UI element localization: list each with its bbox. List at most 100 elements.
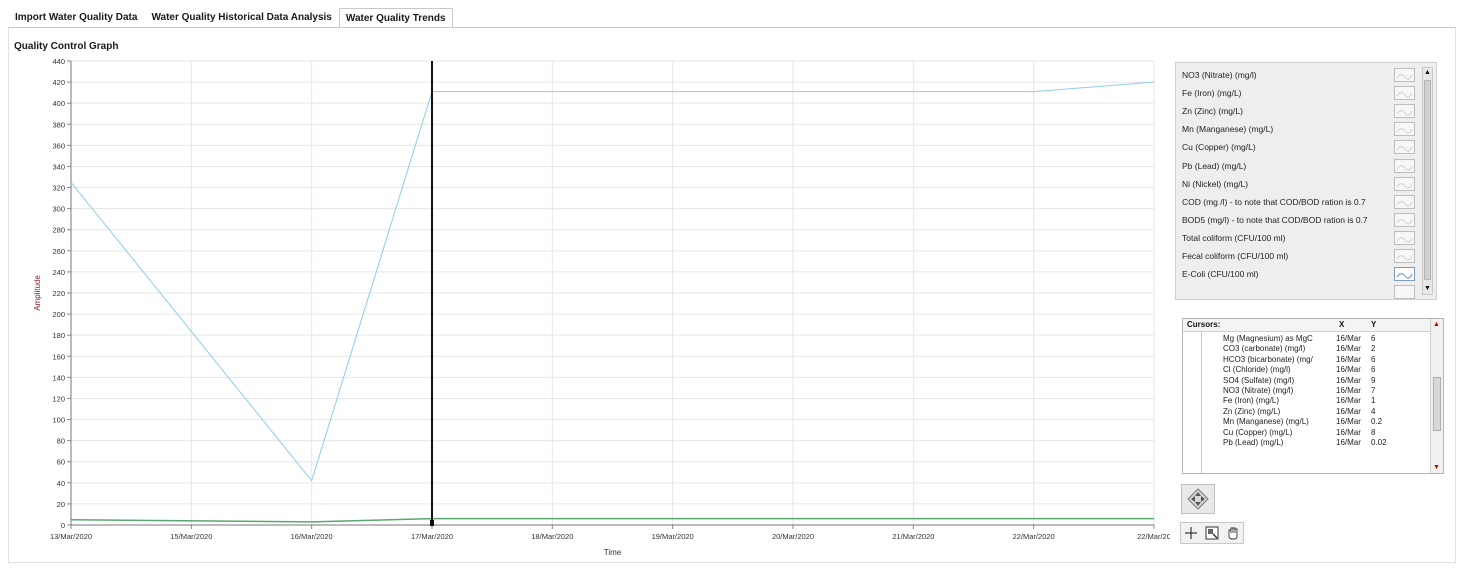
cursor-scrollbar[interactable]: ▲ ▼ bbox=[1430, 319, 1443, 473]
cursor-row-y: 2 bbox=[1371, 344, 1401, 353]
cursor-row-y: 0.2 bbox=[1371, 417, 1401, 426]
y-tick-label: 220 bbox=[52, 289, 65, 298]
x-axis-title: Time bbox=[604, 548, 622, 557]
legend-item[interactable]: Ni (Nickel) (mg/L) bbox=[1182, 176, 1248, 192]
x-tick-label: 22/Mar/2020 bbox=[1013, 532, 1055, 541]
cursor-move-button[interactable] bbox=[1181, 484, 1215, 514]
y-tick-label: 320 bbox=[52, 184, 65, 193]
x-tick-label: 16/Mar/2020 bbox=[291, 532, 333, 541]
y-tick-label: 340 bbox=[52, 162, 65, 171]
cursor-legend: Cursors: X Y Mg (Magnesium) as MgC 16/Mar… bbox=[1182, 318, 1444, 474]
legend-item[interactable]: Fecal coliform (CFU/100 ml) bbox=[1182, 248, 1288, 264]
cursor-row[interactable]: NO3 (Nitrate) (mg/l) 16/Mar 7 bbox=[1183, 386, 1431, 396]
cursor-row-y: 6 bbox=[1371, 365, 1401, 374]
y-tick-label: 160 bbox=[52, 352, 65, 361]
cursor-row[interactable]: Cu (Copper) (mg/L) 16/Mar 8 bbox=[1183, 428, 1431, 438]
legend-item[interactable]: NO3 (Nitrate) (mg/l) bbox=[1182, 67, 1257, 83]
cursor-row-name: Zn (Zinc) (mg/L) bbox=[1223, 407, 1335, 416]
cursor-header-x: X bbox=[1339, 320, 1344, 329]
legend-item[interactable]: Fe (Iron) (mg/L) bbox=[1182, 85, 1242, 101]
cursor-row[interactable]: Cl (Chloride) (mg/l) 16/Mar 6 bbox=[1183, 365, 1431, 375]
legend-plot-style-swatch[interactable] bbox=[1394, 249, 1415, 263]
cursor-row-y: 9 bbox=[1371, 376, 1401, 385]
cursor-row-x: 16/Mar bbox=[1336, 428, 1370, 437]
y-tick-label: 60 bbox=[57, 458, 65, 467]
quality-control-graph[interactable]: 0 20 40 60 80 100 120 140 160 180 200 220 240 260 280 3… bbox=[0, 0, 1170, 569]
legend-plot-style-swatch[interactable] bbox=[1394, 159, 1415, 173]
scroll-up-icon[interactable]: ▲ bbox=[1423, 68, 1432, 78]
cursor-scroll-thumb[interactable] bbox=[1433, 377, 1441, 431]
legend-plot-style-swatch[interactable] bbox=[1394, 140, 1415, 154]
legend-plot-style-swatch[interactable] bbox=[1394, 177, 1415, 191]
legend-plot-style-swatch[interactable] bbox=[1394, 68, 1415, 82]
legend-item[interactable]: E-Coli (CFU/100 ml) bbox=[1182, 266, 1259, 282]
legend-item[interactable]: Pb (Lead) (mg/L) bbox=[1182, 158, 1246, 174]
y-tick-label: 100 bbox=[52, 416, 65, 425]
cursor-move-icon bbox=[1182, 485, 1214, 513]
x-tick-label: 18/Mar/2020 bbox=[531, 532, 573, 541]
scroll-down-icon[interactable]: ▼ bbox=[1423, 284, 1432, 294]
legend-item[interactable]: Mn (Manganese) (mg/L) bbox=[1182, 121, 1273, 137]
legend-scroll-thumb[interactable] bbox=[1424, 80, 1431, 280]
plot-legend: NO3 (Nitrate) (mg/l) Fe (Iron) (mg/L) Zn (… bbox=[1175, 62, 1437, 300]
cursor-row-x: 16/Mar bbox=[1336, 344, 1370, 353]
cursor-row-y: 0.02 bbox=[1371, 438, 1401, 447]
cursor-row-y: 8 bbox=[1371, 428, 1401, 437]
legend-plot-style-swatch[interactable] bbox=[1394, 122, 1415, 136]
cursor-row-y: 6 bbox=[1371, 334, 1401, 343]
legend-item[interactable]: Cu (Copper) (mg/L) bbox=[1182, 139, 1256, 155]
cursor-row[interactable]: Zn (Zinc) (mg/L) 16/Mar 4 bbox=[1183, 407, 1431, 417]
y-tick-label: 380 bbox=[52, 120, 65, 129]
cursor-row[interactable]: Pb (Lead) (mg/L) 16/Mar 0.02 bbox=[1183, 438, 1431, 448]
scroll-up-icon[interactable]: ▲ bbox=[1433, 321, 1440, 328]
crosshair-icon[interactable] bbox=[1183, 525, 1199, 541]
zoom-icon[interactable] bbox=[1204, 525, 1220, 541]
cursor-row[interactable]: HCO3 (bicarbonate) (mg/16/Mar 6 bbox=[1183, 355, 1431, 365]
legend-plot-style-swatch[interactable] bbox=[1394, 104, 1415, 118]
cursor-row[interactable]: Mn (Manganese) (mg/L) 16/Mar 0.2 bbox=[1183, 417, 1431, 427]
cursor-row-x: 16/Mar bbox=[1336, 417, 1370, 426]
y-tick-label: 260 bbox=[52, 247, 65, 256]
legend-scrollbar[interactable]: ▲ ▼ bbox=[1422, 67, 1433, 295]
graph-palette bbox=[1180, 522, 1244, 544]
y-tick-label: 180 bbox=[52, 331, 65, 340]
y-tick-label: 40 bbox=[57, 479, 65, 488]
legend-plot-style-swatch[interactable] bbox=[1394, 213, 1415, 227]
y-tick-label: 420 bbox=[52, 78, 65, 87]
cursor-row-x: 16/Mar bbox=[1336, 438, 1370, 447]
legend-plot-style-swatch[interactable] bbox=[1394, 86, 1415, 100]
cursor-row[interactable]: Mg (Magnesium) as MgC 16/Mar 6 bbox=[1183, 334, 1431, 344]
cursor-row[interactable]: SO4 (Sulfate) (mg/l) 16/Mar 9 bbox=[1183, 376, 1431, 386]
x-tick-label: 13/Mar/2020 bbox=[50, 532, 92, 541]
x-tick-label: 17/Mar/2020 bbox=[411, 532, 453, 541]
cursor-row-name: SO4 (Sulfate) (mg/l) bbox=[1223, 376, 1335, 385]
cursor-row-y: 7 bbox=[1371, 386, 1401, 395]
cursor-row-y: 4 bbox=[1371, 407, 1401, 416]
pan-hand-icon[interactable] bbox=[1225, 525, 1241, 541]
y-tick-label: 200 bbox=[52, 310, 65, 319]
legend-item[interactable]: Total coliform (CFU/100 ml) bbox=[1182, 230, 1285, 246]
legend-plot-style-swatch[interactable] bbox=[1394, 285, 1415, 299]
cursor-row-y: 1 bbox=[1371, 396, 1401, 405]
scroll-down-icon[interactable]: ▼ bbox=[1433, 464, 1440, 471]
y-tick-label: 240 bbox=[52, 268, 65, 277]
legend-plot-style-swatch[interactable] bbox=[1394, 267, 1415, 281]
x-tick-label: 21/Mar/2020 bbox=[892, 532, 934, 541]
y-axis-title: Amplitude bbox=[33, 275, 42, 311]
legend-item[interactable]: Zn (Zinc) (mg/L) bbox=[1182, 103, 1243, 119]
legend-item[interactable]: COD (mg /l) - to note that COD/BOD ratio… bbox=[1182, 194, 1366, 210]
x-tick-label: 22/Mar/20 bbox=[1137, 532, 1170, 541]
cursor-row-name: Fe (Iron) (mg/L) bbox=[1223, 396, 1335, 405]
cursor-row-name: Mn (Manganese) (mg/L) bbox=[1223, 417, 1335, 426]
y-tick-label: 120 bbox=[52, 394, 65, 403]
x-tick-label: 20/Mar/2020 bbox=[772, 532, 814, 541]
cursor-row[interactable]: CO3 (carbonate) (mg/l) 16/Mar 2 bbox=[1183, 344, 1431, 354]
cursor-row[interactable]: Fe (Iron) (mg/L) 16/Mar 1 bbox=[1183, 396, 1431, 406]
legend-plot-style-swatch[interactable] bbox=[1394, 231, 1415, 245]
y-tick-label: 440 bbox=[52, 57, 65, 66]
legend-plot-style-swatch[interactable] bbox=[1394, 195, 1415, 209]
legend-item[interactable]: BOD5 (mg/l) - to note that COD/BOD ratio… bbox=[1182, 212, 1368, 228]
y-tick-label: 20 bbox=[57, 500, 65, 509]
cursor-row-x: 16/Mar bbox=[1336, 386, 1370, 395]
y-tick-label: 0 bbox=[61, 521, 65, 530]
